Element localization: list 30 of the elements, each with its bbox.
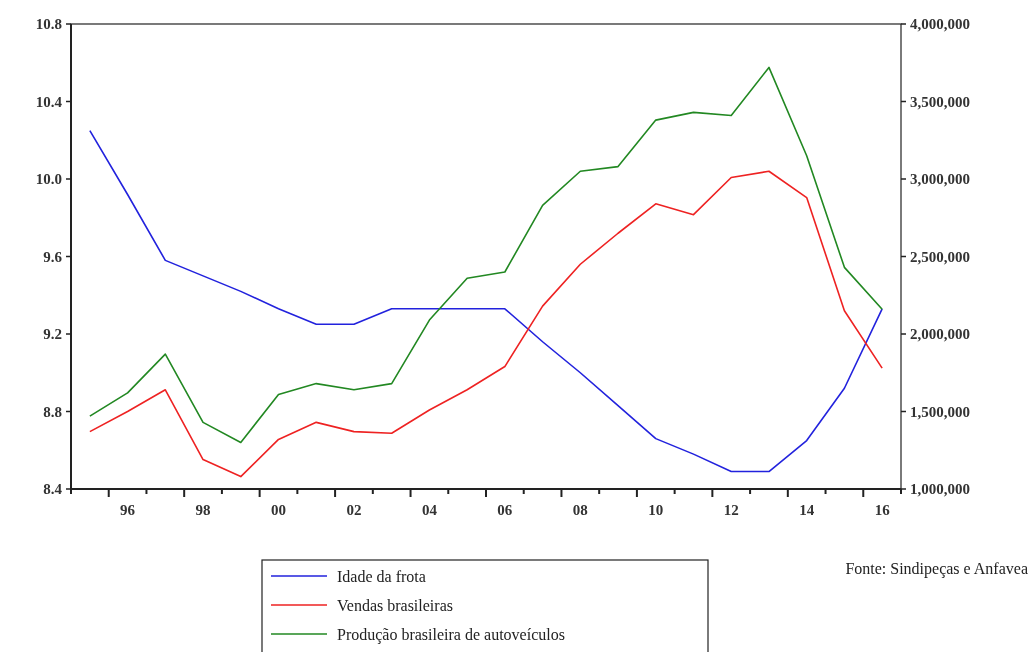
x-tick-label: 12 [723,502,739,518]
x-tick-label: 16 [874,502,891,518]
x-tick-label: 04 [421,502,438,518]
y-tick-label: 10.0 [35,171,62,188]
y-tick-label: 10.8 [35,16,62,33]
y2-tick-label: 1,500,000 [910,403,970,420]
y-tick-label: 10.4 [35,93,63,110]
y2-tick-label: 4,000,000 [910,16,970,33]
legend-label: Idade da frota [337,567,426,585]
x-tick-label: 10 [648,502,664,518]
y2-tick-label: 3,000,000 [910,171,970,188]
line-series [89,66,883,444]
x-tick-label: 08 [572,502,588,518]
y-tick-label: 9.2 [43,326,62,343]
legend-label: Vendas brasileiras [337,596,453,614]
x-tick-label: 96 [120,502,136,518]
x-tick-label: 14 [799,502,815,518]
source-note: Fonte: Sindipeças e Anfavea [845,559,1028,578]
y-tick-label: 8.4 [43,481,63,498]
x-tick-label: 98 [195,502,211,518]
y-tick-label: 9.6 [43,248,63,265]
y2-tick-label: 3,500,000 [910,93,970,110]
y2-tick-label: 1,000,000 [910,481,970,498]
y-tick-label: 8.8 [43,403,62,420]
y2-tick-label: 2,000,000 [910,326,970,343]
y2-tick-label: 2,500,000 [910,248,970,265]
x-tick-label: 00 [271,502,286,518]
x-tick-label: 06 [497,502,513,518]
legend-label: Produção brasileira de autoveículos [337,625,565,644]
x-tick-label: 02 [346,502,362,518]
